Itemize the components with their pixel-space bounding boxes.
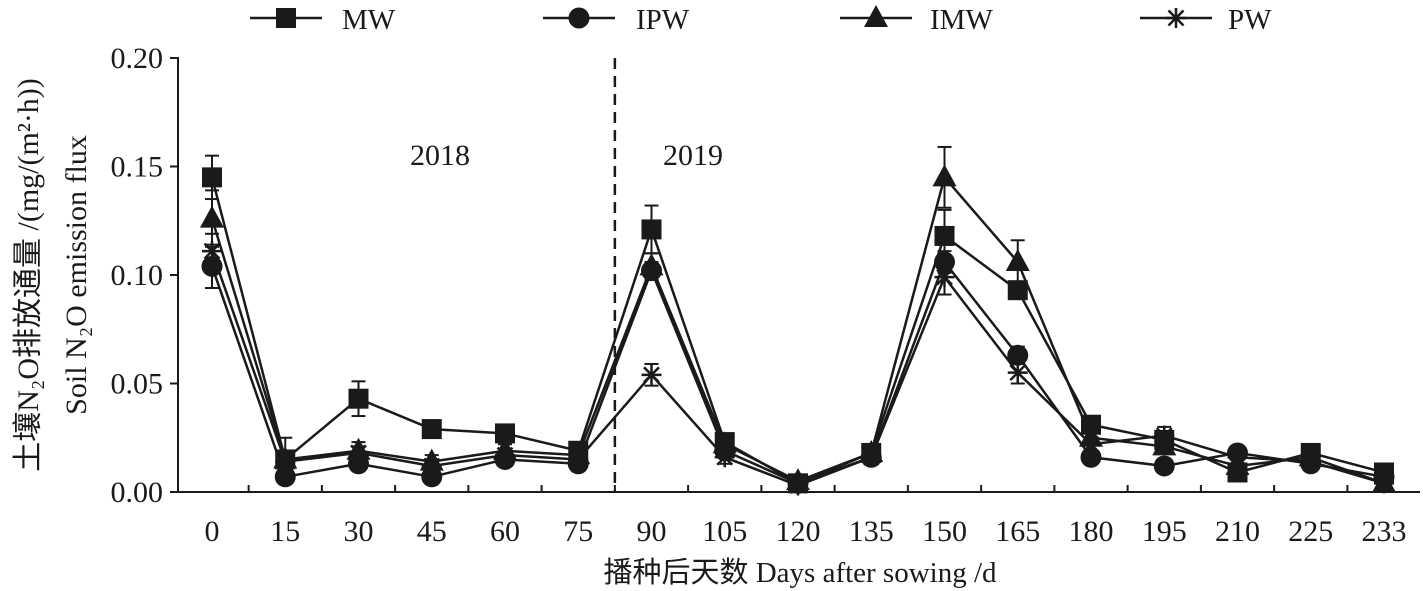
legend-label-mw: MW — [342, 4, 396, 36]
x-tick-label: 60 — [490, 515, 520, 548]
data-point-imw-6 — [639, 253, 664, 276]
x-axis-label: 播种后天数 Days after sowing /d — [603, 556, 997, 589]
legend-item-ipw: IPW — [543, 4, 690, 36]
data-point-mw-11 — [1007, 280, 1028, 301]
x-tick-label: 195 — [1142, 515, 1187, 548]
data-point-ipw-11 — [1007, 344, 1029, 366]
legend-marker-imw — [864, 5, 888, 27]
data-point-pw-14 — [1227, 447, 1248, 468]
data-point-pw-2 — [348, 442, 369, 463]
legend-marker-pw — [1166, 8, 1186, 28]
x-tick-label: 45 — [417, 515, 447, 548]
y-tick-label: 0.00 — [111, 476, 164, 509]
x-tick-label: 180 — [1069, 515, 1114, 548]
data-point-pw-12 — [1081, 434, 1101, 455]
data-point-pw-4 — [495, 445, 515, 466]
data-point-ipw-10 — [934, 251, 955, 273]
y-axis-label-en: Soil N₂O emission flux — [60, 135, 93, 415]
data-point-imw-10 — [932, 164, 957, 187]
data-point-pw-7 — [714, 447, 735, 468]
data-point-ipw-0 — [201, 255, 223, 277]
x-tick-label: 105 — [702, 515, 747, 548]
x-tick-label: 135 — [849, 515, 894, 548]
y-tick-label: 0.05 — [111, 368, 164, 401]
data-point-mw-6 — [641, 219, 662, 240]
x-ticks: 0 15 30 45 60 75 90 105 120 135 150 165 180 195 210 225… — [205, 485, 1407, 548]
data-point-ipw-12 — [1080, 446, 1102, 468]
data-point-imw-0 — [200, 205, 224, 228]
data-point-ipw-1 — [274, 466, 296, 488]
legend-label-ipw: IPW — [636, 4, 690, 36]
series-line-mw — [210, 177, 1385, 485]
x-tick-label: 225 — [1288, 515, 1333, 548]
y-tick-label: 0.10 — [111, 259, 164, 292]
data-point-mw-2 — [348, 388, 369, 409]
legend-item-mw: MW — [250, 4, 396, 36]
error-bars — [205, 145, 1391, 491]
data-point-pw-8 — [788, 475, 808, 496]
x-tick-label: 0 — [205, 515, 220, 548]
legend-item-pw: PW — [1140, 4, 1272, 36]
series-line-ipw — [210, 260, 1385, 485]
data-point-pw-6 — [641, 364, 662, 385]
data-point-pw-13 — [1154, 425, 1175, 446]
y-axis-label-cn: 土壤N₂O排放通量 /(mg/(m²·h)) — [12, 78, 45, 472]
legend-label-imw: IMW — [930, 4, 993, 36]
data-point-mw-10 — [934, 225, 955, 246]
data-point-mw-3 — [421, 419, 442, 440]
annotation-2019: 2019 — [663, 139, 723, 172]
y-ticks: 0.00 0.05 0.10 0.15 0.20 — [111, 42, 178, 509]
data-point-pw-5 — [568, 449, 589, 470]
x-tick-label: 90 — [637, 515, 667, 548]
series-line-pw — [210, 250, 1385, 487]
data-point-pw-3 — [421, 455, 442, 476]
legend-item-imw: IMW — [840, 4, 993, 36]
data-point-ipw-13 — [1153, 455, 1175, 477]
data-point-pw-1 — [275, 451, 296, 472]
data-point-imw-7 — [712, 431, 737, 454]
x-tick-label: 15 — [270, 515, 300, 548]
data-point-pw-16 — [1374, 473, 1394, 494]
data-point-pw-15 — [1300, 451, 1321, 472]
data-point-pw-11 — [1007, 362, 1028, 383]
x-tick-label: 150 — [922, 515, 967, 548]
data-point-imw-11 — [1005, 248, 1030, 271]
series-line-imw — [210, 176, 1385, 485]
data-points — [200, 164, 1396, 496]
data-point-pw-10 — [934, 267, 955, 288]
x-tick-label: 75 — [563, 515, 593, 548]
legend-marker-mw — [276, 8, 296, 28]
legend: MW IPW IMW PW — [250, 4, 1272, 36]
data-point-mw-12 — [1081, 414, 1101, 435]
data-point-mw-0 — [202, 167, 222, 188]
legend-marker-ipw — [568, 7, 590, 29]
legend-label-pw: PW — [1228, 4, 1272, 36]
x-tick-label: 233 — [1362, 515, 1407, 548]
x-tick-label: 165 — [995, 515, 1040, 548]
plot-area — [200, 145, 1396, 496]
x-tick-label: 210 — [1215, 515, 1260, 548]
data-point-pw-9 — [861, 447, 882, 468]
x-tick-label: 30 — [344, 515, 374, 548]
annotation-2018: 2018 — [410, 139, 470, 172]
series-lines — [210, 176, 1385, 487]
data-point-mw-4 — [495, 423, 515, 444]
data-point-pw-0 — [202, 241, 222, 262]
x-tick-label: 120 — [776, 515, 821, 548]
y-tick-label: 0.20 — [111, 42, 164, 75]
y-tick-label: 0.15 — [111, 151, 164, 184]
